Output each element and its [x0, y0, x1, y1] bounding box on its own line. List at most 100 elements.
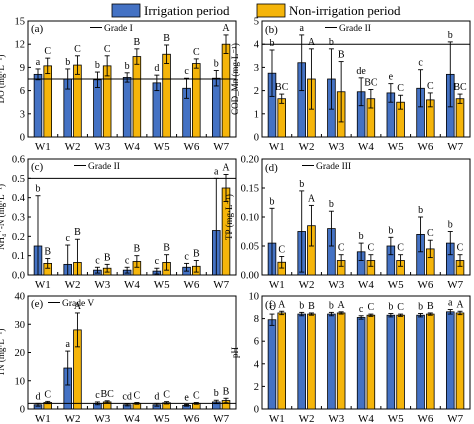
x-tick-label: W3: [328, 279, 344, 291]
y-tick-label: 0.4: [12, 193, 26, 204]
x-tick-label: W3: [94, 279, 110, 291]
significance-letter: C: [368, 302, 375, 313]
x-tick-label: W5: [154, 279, 170, 291]
significance-letter: BC: [275, 82, 289, 93]
x-tick-label: W1: [35, 279, 51, 291]
x-tick-label: W2: [299, 279, 315, 291]
significance-letter: A: [222, 23, 230, 34]
significance-letter: c: [270, 302, 275, 313]
legend-label-irrigation: Irrigation period: [144, 3, 230, 18]
significance-letter: A: [308, 193, 316, 204]
y-tick-label: 6: [20, 86, 25, 97]
legend-swatch-non-irrigation: [256, 3, 286, 18]
bar-non-irrigation: [426, 313, 435, 410]
significance-letter: b: [388, 302, 393, 313]
panel-label: (a): [31, 23, 44, 35]
y-axis-label: TP (mg·L⁻¹): [224, 194, 234, 240]
x-tick-label: W5: [388, 413, 404, 424]
significance-letter: c: [95, 255, 100, 266]
x-tick-label: W2: [299, 141, 315, 153]
bar-irrigation: [446, 311, 455, 410]
significance-letter: c: [418, 58, 423, 69]
significance-letter: b: [448, 220, 453, 231]
plot-frame: [261, 20, 471, 138]
significance-letter: c: [184, 66, 189, 77]
significance-letter: BC: [453, 82, 467, 93]
reference-label: Grade II: [88, 162, 120, 172]
y-tick-label: 5: [254, 17, 259, 28]
significance-letter: A: [456, 299, 464, 310]
significance-letter: b: [329, 199, 334, 210]
y-tick-label: 0: [20, 405, 25, 416]
x-tick-label: W6: [183, 141, 199, 153]
significance-letter: C: [397, 243, 404, 254]
bar-non-irrigation: [162, 53, 171, 138]
x-tick-label: W5: [154, 413, 170, 424]
x-tick-label: W2: [65, 413, 81, 424]
significance-letter: d: [154, 391, 159, 402]
plot-frame: [27, 295, 237, 410]
x-tick-label: W3: [94, 141, 110, 153]
significance-letter: B: [223, 386, 230, 397]
significance-letter: d: [35, 391, 40, 402]
y-tick-label: 0.6: [12, 155, 25, 166]
significance-letter: B: [338, 50, 345, 61]
significance-letter: C: [457, 243, 464, 254]
y-axis-label: pH: [230, 347, 240, 359]
significance-letter: B: [134, 244, 141, 255]
y-axis-label: DO (mg·L⁻¹): [0, 55, 6, 104]
significance-letter: A: [278, 299, 286, 310]
significance-letter: b: [329, 37, 334, 48]
significance-letter: BC: [100, 389, 114, 400]
significance-letter: B: [193, 249, 200, 260]
x-tick-label: W1: [269, 279, 285, 291]
significance-letter: C: [338, 243, 345, 254]
significance-letter: B: [163, 33, 170, 44]
x-tick-label: W6: [417, 413, 433, 424]
significance-letter: e: [184, 392, 189, 403]
y-tick-label: 12: [15, 40, 26, 51]
chart-panel: 0.0 0.1 0.2 0.3 0.4 0.5 0.6 NH₄⁺-N (mg·L⁻¹) (c) W…: [0, 155, 237, 291]
significance-letter: b: [418, 302, 423, 313]
significance-letter: C: [397, 302, 404, 313]
y-tick-label: 0.1: [12, 251, 25, 262]
y-tick-label: 10: [249, 292, 260, 303]
significance-letter: B: [427, 301, 434, 312]
bar-non-irrigation: [277, 312, 286, 410]
significance-letter: b: [359, 231, 364, 242]
bar-non-irrigation: [132, 56, 142, 138]
x-tick-label: W4: [358, 141, 374, 153]
significance-letter: BC: [364, 77, 378, 88]
x-tick-label: W6: [183, 279, 199, 291]
significance-letter: C: [427, 81, 434, 92]
significance-letter: a: [214, 166, 219, 177]
significance-letter: C: [74, 44, 81, 55]
y-tick-label: 2: [254, 86, 259, 97]
reference-label: Grade II: [339, 24, 371, 34]
panel-label: (c): [31, 161, 44, 173]
panel-label: (d): [265, 162, 278, 174]
bar-irrigation: [33, 73, 43, 138]
plot-frame: [261, 158, 471, 276]
reference-label: Grade I: [104, 24, 133, 34]
x-tick-label: W3: [94, 413, 110, 424]
significance-letter: A: [308, 37, 316, 48]
y-tick-label: 0.10: [241, 213, 259, 224]
bar-irrigation: [297, 313, 306, 410]
significance-letter: B: [163, 243, 170, 254]
bar-irrigation: [93, 79, 102, 138]
reference-label: Grade V: [62, 299, 94, 309]
significance-letter: C: [104, 44, 111, 55]
x-tick-label: W6: [417, 279, 433, 291]
x-tick-label: W2: [299, 413, 315, 424]
x-tick-label: W7: [447, 279, 463, 291]
x-tick-label: W3: [328, 141, 344, 153]
significance-letter: c: [65, 233, 70, 244]
significance-letter: b: [95, 60, 100, 71]
significance-letter: cd: [122, 392, 131, 403]
y-axis-label: COD_Mn (mg·L⁻¹): [230, 43, 240, 115]
x-tick-label: W4: [124, 141, 140, 153]
significance-letter: c: [184, 251, 189, 262]
